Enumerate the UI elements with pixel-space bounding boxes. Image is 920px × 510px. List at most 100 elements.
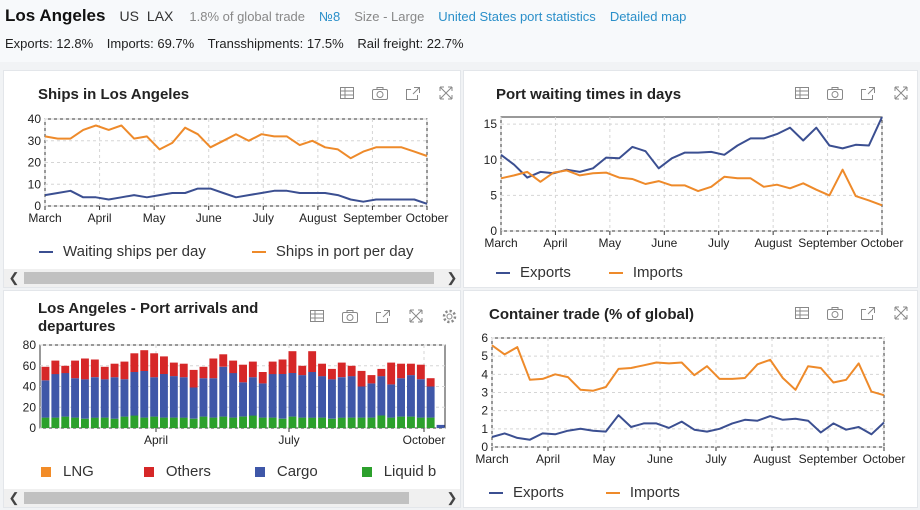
legend-imports[interactable]: Imports xyxy=(608,264,683,281)
country-stats-link[interactable]: United States port statistics xyxy=(438,9,596,24)
scroll-thumb[interactable] xyxy=(24,492,409,504)
arrivals-scrollbar[interactable]: ❮ ❯ xyxy=(4,489,460,507)
legend-cargo[interactable]: Cargo xyxy=(254,463,318,480)
rank-link[interactable]: №8 xyxy=(319,9,341,24)
legend-liquid-bulk[interactable]: Liquid b xyxy=(361,463,436,480)
bar-others xyxy=(397,363,405,379)
arrivals-legend: LNG Others Cargo Liquid b xyxy=(41,463,460,480)
legend-exports[interactable]: Exports xyxy=(496,264,571,281)
arrivals-panel: Los Angeles - Port arrivals and departur… xyxy=(3,290,461,508)
y-tick-label: 60 xyxy=(23,359,37,373)
bar-liquid-b xyxy=(288,416,297,428)
x-tick-label: October xyxy=(406,211,449,225)
scroll-right-button[interactable]: ❯ xyxy=(446,490,458,505)
fullscreen-icon[interactable] xyxy=(891,303,911,323)
bar-others xyxy=(150,353,159,378)
bar-cargo xyxy=(367,383,376,418)
bar-cargo xyxy=(397,378,405,417)
table-view-icon[interactable] xyxy=(792,83,812,103)
table-view-icon[interactable] xyxy=(307,306,327,326)
scroll-left-button[interactable]: ❮ xyxy=(8,270,20,285)
x-tick-label: August xyxy=(753,452,791,466)
detailed-map-link[interactable]: Detailed map xyxy=(609,9,687,24)
share-icon[interactable] xyxy=(858,303,878,323)
bar-others xyxy=(357,370,366,387)
scroll-right-button[interactable]: ❯ xyxy=(446,270,458,285)
x-tick-label: July xyxy=(253,211,274,225)
x-tick-label: June xyxy=(647,452,673,466)
scroll-left-button[interactable]: ❮ xyxy=(8,490,20,505)
bar-others xyxy=(81,358,89,380)
legend-ships-in-port[interactable]: Ships in port per day xyxy=(251,243,413,260)
waiting-legend: Exports Imports xyxy=(496,264,729,281)
ships-scrollbar[interactable]: ❮ ❯ xyxy=(4,269,460,287)
legend-swatch-cargo xyxy=(254,466,265,477)
table-view-icon[interactable] xyxy=(337,83,357,103)
settings-gear-icon[interactable] xyxy=(439,306,459,326)
bar-liquid-b xyxy=(160,417,168,428)
bar-others xyxy=(179,363,188,378)
fullscreen-icon[interactable] xyxy=(406,306,426,326)
bar-cargo xyxy=(377,376,386,416)
legend-lng[interactable]: LNG xyxy=(41,463,94,480)
y-tick-label: 0 xyxy=(29,421,36,435)
x-tick-label: May xyxy=(593,452,616,466)
stat-transshipments: Transshipments: 17.5% xyxy=(207,36,344,51)
bar-cargo xyxy=(90,377,99,418)
bar-cargo xyxy=(357,386,366,418)
legend-others[interactable]: Others xyxy=(143,463,211,480)
x-tick-label: May xyxy=(143,211,166,225)
bar-liquid-b xyxy=(81,418,89,428)
bar-others xyxy=(407,363,415,376)
bar-others xyxy=(130,353,139,372)
camera-icon[interactable] xyxy=(825,83,845,103)
legend-imports[interactable]: Imports xyxy=(605,484,680,501)
stat-imports: Imports: 69.7% xyxy=(106,36,195,51)
bar-liquid-b xyxy=(357,417,366,428)
bar-cargo xyxy=(387,384,396,418)
legend-swatch-liquid xyxy=(361,466,372,477)
share-icon[interactable] xyxy=(858,83,878,103)
camera-icon[interactable] xyxy=(340,306,360,326)
scroll-thumb[interactable] xyxy=(24,272,434,284)
bar-liquid-b xyxy=(199,416,208,428)
bar-cargo xyxy=(416,379,425,418)
share-icon[interactable] xyxy=(403,83,423,103)
bar-cargo xyxy=(219,366,228,417)
legend-waiting-ships[interactable]: Waiting ships per day xyxy=(39,243,206,260)
series-line-waiting-ships-per-day xyxy=(44,187,428,205)
fullscreen-icon[interactable] xyxy=(436,83,456,103)
port-header: Los Angeles US LAX 1.8% of global trade … xyxy=(0,0,920,62)
bar-liquid-b xyxy=(387,417,396,428)
fullscreen-icon[interactable] xyxy=(891,83,911,103)
x-tick-label: May xyxy=(599,236,622,250)
bar-others xyxy=(416,364,425,380)
x-tick-label: March xyxy=(475,452,508,466)
y-tick-label: 6 xyxy=(481,331,488,345)
y-tick-label: 3 xyxy=(481,386,488,400)
bar-cargo xyxy=(436,424,445,428)
arrivals-toolbar xyxy=(294,306,459,326)
bar-others xyxy=(278,359,287,374)
bar-others xyxy=(120,361,129,380)
bar-liquid-b xyxy=(347,417,356,428)
bar-liquid-b xyxy=(239,416,247,428)
x-tick-label: April xyxy=(144,433,168,447)
bar-cargo xyxy=(179,377,188,418)
container-legend: Exports Imports xyxy=(489,484,726,501)
bar-liquid-b xyxy=(337,417,346,428)
table-view-icon[interactable] xyxy=(792,303,812,323)
ships-panel-title: Ships in Los Angeles xyxy=(38,86,190,103)
bar-others xyxy=(258,372,267,384)
camera-icon[interactable] xyxy=(370,83,390,103)
share-icon[interactable] xyxy=(373,306,393,326)
x-tick-label: September xyxy=(798,236,857,250)
x-tick-label: July xyxy=(705,452,726,466)
port-size: Size - Large xyxy=(354,9,425,24)
bar-liquid-b xyxy=(100,417,109,428)
bar-others xyxy=(298,365,307,376)
legend-exports[interactable]: Exports xyxy=(489,484,564,501)
port-code: LAX xyxy=(146,8,174,24)
bar-others xyxy=(209,358,218,379)
camera-icon[interactable] xyxy=(825,303,845,323)
